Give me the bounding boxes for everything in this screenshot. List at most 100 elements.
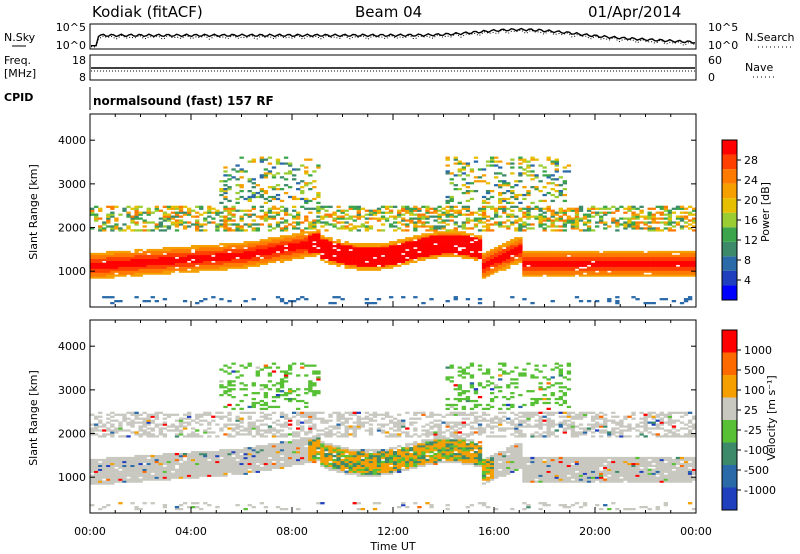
heatmap-cell xyxy=(534,251,538,253)
heatmap-cell xyxy=(377,459,381,461)
heatmap-cell xyxy=(425,245,429,247)
heatmap-cell xyxy=(256,192,260,194)
heatmap-cell xyxy=(280,200,284,202)
heatmap-cell xyxy=(134,269,138,271)
heatmap-cell xyxy=(167,217,171,219)
heatmap-cell xyxy=(183,212,187,214)
heatmap-cell xyxy=(248,161,252,163)
heatmap-cell xyxy=(260,467,264,469)
heatmap-cell xyxy=(454,184,458,186)
heatmap-cell xyxy=(191,451,195,453)
heatmap-cell xyxy=(421,239,425,241)
heatmap-cell xyxy=(518,174,522,176)
heatmap-cell xyxy=(159,263,163,265)
heatmap-cell xyxy=(215,223,219,225)
heatmap-cell xyxy=(494,257,498,259)
heatmap-cell xyxy=(244,463,248,465)
heatmap-cell xyxy=(526,257,530,259)
heatmap-cell xyxy=(320,445,324,447)
heatmap-cell xyxy=(304,451,308,453)
heatmap-cell xyxy=(324,247,328,249)
heatmap-cell xyxy=(252,219,256,221)
heatmap-cell xyxy=(466,243,470,245)
heatmap-cell xyxy=(652,261,656,263)
heatmap-cell xyxy=(328,241,332,243)
heatmap-cell xyxy=(130,469,134,471)
heatmap-cell xyxy=(195,477,199,479)
heatmap-cell xyxy=(393,253,397,255)
heatmap-cell xyxy=(296,449,300,451)
heatmap-cell xyxy=(191,431,195,433)
heatmap-cell xyxy=(308,425,312,427)
heatmap-cell xyxy=(296,237,300,239)
heatmap-cell xyxy=(308,429,312,431)
heatmap-cell xyxy=(316,219,320,221)
heatmap-cell xyxy=(611,273,615,275)
heatmap-cell xyxy=(518,157,522,159)
heatmap-cell xyxy=(284,435,288,437)
heatmap-cell xyxy=(316,206,320,208)
heatmap-cell xyxy=(660,229,664,231)
heatmap-cell xyxy=(159,273,163,275)
heatmap-cell xyxy=(272,451,276,453)
heatmap-cell xyxy=(207,455,211,457)
heatmap-cell xyxy=(207,422,211,424)
heatmap-cell xyxy=(151,463,155,465)
heatmap-cell xyxy=(199,475,203,477)
heatmap-cell xyxy=(591,212,595,214)
heatmap-cell xyxy=(514,237,518,239)
heatmap-cell xyxy=(223,265,227,267)
heatmap-cell xyxy=(571,274,575,276)
heatmap-cell xyxy=(530,253,534,255)
heatmap-cell xyxy=(615,271,619,273)
heatmap-cell xyxy=(292,251,296,253)
heatmap-cell xyxy=(316,392,320,394)
heatmap-cell xyxy=(252,159,256,161)
heatmap-cell xyxy=(155,259,159,261)
heatmap-cell xyxy=(340,225,344,227)
heatmap-cell xyxy=(405,245,409,247)
heatmap-cell xyxy=(522,271,526,273)
heatmap-cell xyxy=(611,259,615,261)
heatmap-cell xyxy=(316,502,320,504)
heatmap-cell xyxy=(199,451,203,453)
heatmap-cell xyxy=(223,198,227,200)
heatmap-cell xyxy=(542,216,546,218)
heatmap-cell xyxy=(498,180,502,182)
heatmap-cell xyxy=(260,449,264,451)
heatmap-cell xyxy=(409,241,413,243)
heatmap-cell xyxy=(292,237,296,239)
heatmap-cell xyxy=(458,168,462,170)
heatmap-cell xyxy=(268,447,272,449)
heatmap-cell xyxy=(587,269,591,271)
heatmap-cell xyxy=(518,180,522,182)
heatmap-cell xyxy=(280,237,284,239)
heatmap-cell xyxy=(106,479,110,481)
heatmap-cell xyxy=(235,455,239,457)
power-colorbar: 481216202428 xyxy=(722,140,758,300)
heatmap-cell xyxy=(211,469,215,471)
heatmap-cell xyxy=(320,465,324,467)
heatmap-cell xyxy=(304,247,308,249)
heatmap-cell xyxy=(413,243,417,245)
heatmap-cell xyxy=(530,223,534,225)
heatmap-cell xyxy=(377,471,381,473)
heatmap-cell xyxy=(272,241,276,243)
heatmap-cell xyxy=(118,435,122,437)
heatmap-cell xyxy=(664,217,668,219)
heatmap-cell xyxy=(353,469,357,471)
heatmap-cell xyxy=(522,263,526,265)
heatmap-cell xyxy=(542,261,546,263)
heatmap-cell xyxy=(542,267,546,269)
heatmap-cell xyxy=(195,247,199,249)
heatmap-cell xyxy=(308,437,312,439)
heatmap-cell xyxy=(486,219,490,221)
heatmap-cell xyxy=(316,443,320,445)
heatmap-cell xyxy=(482,259,486,261)
heatmap-cell xyxy=(106,219,110,221)
heatmap-cell xyxy=(494,269,498,271)
heatmap-cell xyxy=(215,463,219,465)
heatmap-cell xyxy=(292,451,296,453)
heatmap-cell xyxy=(219,416,223,418)
heatmap-cell xyxy=(522,255,526,257)
